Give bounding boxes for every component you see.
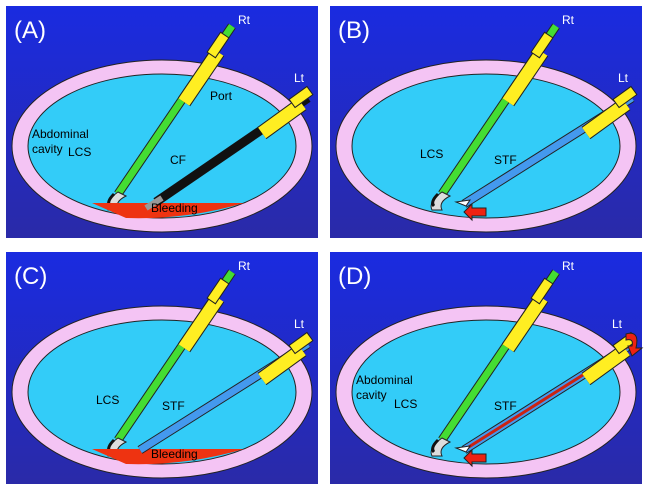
label-rt: Rt [562, 13, 575, 27]
label-rt: Rt [562, 259, 575, 273]
label-cavity: Abdominal [356, 373, 413, 387]
label-lt: Lt [294, 317, 305, 331]
panel-c: (C) Rt Lt LCS STF Bleeding [6, 252, 318, 484]
panel-label: (A) [14, 17, 46, 44]
label-cavity: cavity [356, 388, 387, 402]
label-rt: Rt [238, 13, 251, 27]
label-tool: STF [162, 399, 185, 413]
label-lcs: LCS [420, 147, 443, 161]
label-port: Port [210, 89, 233, 103]
label-tool: STF [494, 153, 517, 167]
label-tool: CF [170, 153, 186, 167]
label-cavity: cavity [32, 142, 63, 156]
panel-a: (A) Rt Lt Port Abdominal cavity LCS CF B… [6, 6, 318, 238]
label-lt: Lt [618, 71, 629, 85]
panel-b: (B) Rt Lt LCS STF [330, 6, 642, 238]
label-lcs: LCS [96, 393, 119, 407]
label-lt: Lt [294, 71, 305, 85]
panel-d: (D) Rt Lt Abdominal cavity LCS STF [330, 252, 642, 484]
label-rt: Rt [238, 259, 251, 273]
label-cavity: Abdominal [32, 127, 89, 141]
panel-label: (C) [14, 263, 47, 290]
label-bleeding: Bleeding [151, 447, 198, 461]
label-bleeding: Bleeding [151, 201, 198, 215]
label-tool: STF [494, 399, 517, 413]
panel-label: (D) [338, 263, 371, 290]
panel-label: (B) [338, 17, 370, 44]
label-lt: Lt [612, 317, 623, 331]
label-lcs: LCS [68, 145, 91, 159]
label-lcs: LCS [394, 397, 417, 411]
